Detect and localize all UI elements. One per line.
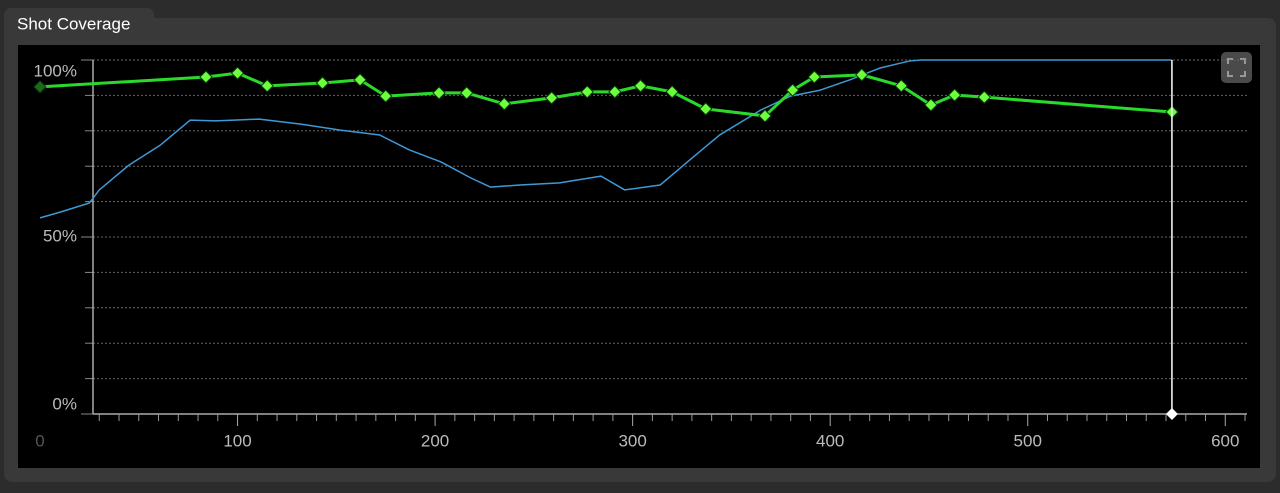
data-point <box>608 85 622 99</box>
playhead-handle <box>1165 408 1178 420</box>
y-tick-label: 100% <box>34 61 77 80</box>
x-tick-label: 0 <box>35 431 44 450</box>
fullscreen-icon <box>1227 58 1246 77</box>
data-point <box>699 102 713 116</box>
fullscreen-button[interactable] <box>1221 52 1252 83</box>
x-tick-label: 400 <box>816 431 844 450</box>
data-point <box>315 76 330 90</box>
data-point <box>353 73 367 87</box>
data-point <box>33 80 47 94</box>
data-point <box>924 98 938 112</box>
plot-background <box>18 45 1260 468</box>
series-line <box>39 59 1172 219</box>
data-point <box>807 70 822 84</box>
data-point <box>947 88 962 102</box>
data-point <box>544 91 559 105</box>
x-tick-label: 200 <box>421 431 449 450</box>
data-point <box>785 83 800 97</box>
data-point <box>580 85 594 99</box>
data-point <box>199 70 213 84</box>
data-point <box>230 66 245 80</box>
data-point <box>260 79 274 93</box>
fullscreen-button-bg[interactable] <box>1221 52 1252 83</box>
y-tick-label: 50% <box>43 226 77 245</box>
y-tick-label: 0% <box>52 394 77 413</box>
data-point <box>459 86 474 100</box>
data-point <box>758 109 772 123</box>
data-point <box>432 86 446 100</box>
data-point <box>855 68 869 82</box>
data-point <box>497 97 511 111</box>
data-point <box>665 85 679 99</box>
data-point <box>894 79 909 93</box>
data-point <box>633 79 648 93</box>
x-tick-label: 300 <box>618 431 646 450</box>
x-tick-label: 500 <box>1014 431 1042 450</box>
data-point <box>378 89 393 103</box>
panel-tab <box>4 8 154 38</box>
chart-title: Shot Coverage <box>17 14 130 33</box>
x-tick-label: 100 <box>223 431 251 450</box>
data-point <box>977 90 991 104</box>
x-tick-label: 600 <box>1211 431 1239 450</box>
